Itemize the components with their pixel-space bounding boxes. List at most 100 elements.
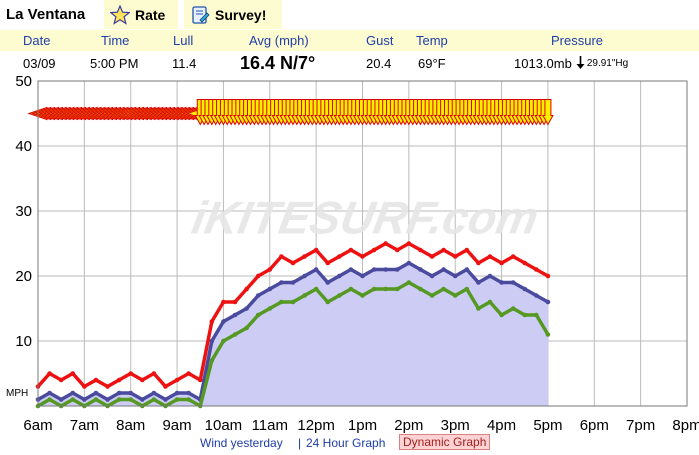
data-point-gust [545, 273, 551, 279]
header-lull: Lull [173, 33, 194, 48]
y-axis-label: MPH [6, 388, 28, 399]
data-point-lull [279, 299, 284, 305]
value-time: 5:00 PM [90, 56, 139, 71]
data-point-gust [290, 260, 296, 266]
data-point-gust [383, 241, 388, 246]
x-tick-label: 7am [70, 417, 99, 434]
data-point-lull [348, 286, 354, 292]
chart-axes: 6am 7am 8am 9am 10am 11am 12pm 1pm 2pm 3pm 4pm 5pm 6… [6, 76, 699, 434]
chart-grid [37, 80, 688, 406]
x-tick-label: 6pm [580, 417, 609, 434]
data-point-lull [394, 286, 400, 292]
data-point-gust [232, 299, 238, 305]
data-point-gust [394, 247, 400, 253]
data-point-lull [452, 293, 458, 298]
value-lull: 11.4 [172, 56, 197, 71]
data-point-lull [337, 293, 342, 298]
plot-frame [37, 80, 688, 407]
data-point-lull [186, 397, 191, 402]
data-point-avg [290, 280, 296, 285]
x-tick-label: 5pm [533, 417, 562, 434]
data-point-lull [174, 397, 180, 402]
station-name: La Ventana [6, 6, 86, 23]
avg-area-fill [38, 263, 548, 406]
data-point-avg [255, 293, 261, 298]
pressure-mb: 1013.0mb [514, 56, 572, 71]
x-tick-label: 8am [116, 417, 145, 434]
data-point-lull [406, 280, 412, 285]
data-point-lull [464, 286, 470, 292]
x-tick-label: 4pm [487, 417, 516, 434]
x-tick-label: 12pm [297, 417, 335, 434]
data-point-avg [406, 260, 412, 266]
stats-values: 03/09 5:00 PM 11.4 16.4 N/7° 20.4 69°F 1… [0, 51, 699, 76]
data-point-lull [534, 312, 539, 318]
rate-label: Rate [135, 6, 166, 23]
data-point-gust [499, 260, 504, 266]
x-tick-label: 3pm [441, 417, 470, 434]
direction-arrows [27, 99, 554, 126]
pressure-hg: 29.91"Hg [586, 58, 629, 69]
data-point-avg [464, 267, 470, 272]
data-point-gust [163, 384, 168, 389]
data-point-gust [360, 254, 365, 259]
data-point-avg [279, 280, 284, 285]
data-point-gust [128, 371, 134, 376]
data-point-gust [337, 254, 342, 259]
data-point-gust [209, 319, 215, 324]
avg-area [38, 263, 548, 406]
data-point-avg [244, 306, 249, 311]
footer-links: Wind yesterday | 24 Hour Graph Dynamic G… [0, 434, 699, 454]
header-gust: Gust [366, 33, 394, 48]
data-point-gust [464, 247, 470, 253]
data-point-gust [476, 260, 481, 266]
data-point-lull [360, 293, 365, 298]
value-date: 03/09 [23, 56, 56, 71]
survey-button[interactable]: Survey! [184, 0, 282, 29]
data-point-lull [510, 306, 516, 311]
direction-arrow [542, 99, 554, 126]
dynamic-graph-link[interactable]: Dynamic Graph [399, 434, 491, 450]
series-layer [35, 241, 551, 409]
data-point-gust [47, 371, 52, 376]
data-point-avg [545, 299, 551, 305]
data-point-gust [197, 377, 203, 383]
data-point-avg [209, 338, 215, 344]
data-point-avg [487, 273, 493, 279]
data-point-avg [499, 280, 504, 285]
data-point-avg [128, 390, 134, 396]
x-tick-label: 8pm [672, 417, 699, 434]
data-point-avg [476, 280, 481, 285]
data-point-lull [255, 312, 261, 318]
x-tick-label: 11am [252, 417, 288, 434]
data-point-gust [174, 377, 180, 383]
data-point-lull [116, 397, 122, 402]
data-point-avg [302, 273, 307, 279]
data-point-lull [93, 397, 99, 402]
data-point-avg [116, 390, 122, 396]
y-tick-label: 40 [15, 138, 32, 155]
data-point-avg [105, 397, 110, 402]
data-point-avg [93, 390, 99, 396]
x-tick-label: 7pm [626, 417, 655, 434]
stats-header: Date Time Lull Avg (mph) Gust Temp Press… [0, 30, 699, 51]
data-point-gust [534, 267, 539, 272]
data-point-gust [429, 254, 435, 259]
clipboard-edit-icon [190, 5, 210, 25]
data-point-lull [418, 286, 423, 292]
24-hour-graph-link[interactable]: 24 Hour Graph [306, 436, 386, 450]
data-point-avg [47, 390, 52, 396]
data-point-avg [140, 397, 145, 402]
y-tick-label: 50 [15, 76, 32, 90]
data-point-avg [337, 273, 342, 279]
data-point-lull [476, 306, 481, 311]
data-point-lull [47, 397, 52, 402]
star-icon [110, 4, 130, 25]
x-tick-label: 1pm [348, 417, 377, 434]
data-point-avg [174, 390, 180, 396]
data-point-lull [383, 286, 388, 292]
rate-button[interactable]: Rate [104, 0, 178, 29]
value-gust: 20.4 [366, 56, 392, 71]
data-point-gust [302, 254, 307, 259]
wind-yesterday-link[interactable]: Wind yesterday [200, 436, 283, 450]
